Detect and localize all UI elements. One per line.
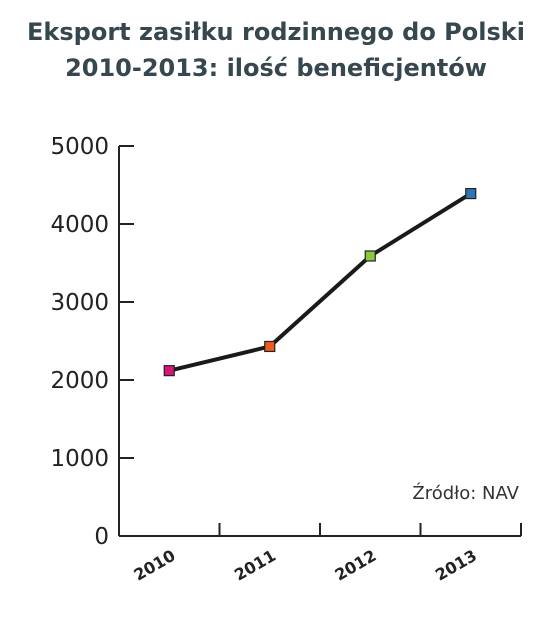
- y-axis-ticks: 0 1000 2000 3000 4000 5000: [50, 134, 134, 550]
- y-tick-label: 4000: [50, 212, 109, 238]
- chart-title-line-1: Eksport zasiłku rodzinnego do Polski: [27, 18, 525, 46]
- chart-title-line-2: 2010-2013: ilość beneficjentów: [65, 54, 487, 82]
- x-tick-label: 2010: [130, 546, 178, 585]
- y-tick-label: 5000: [50, 134, 109, 160]
- data-point-marker: [163, 365, 175, 377]
- x-tick-label: 2011: [231, 546, 279, 585]
- y-tick-label: 1000: [50, 446, 109, 472]
- y-tick-label: 3000: [50, 290, 109, 316]
- chart-title: Eksport zasiłku rodzinnego do Polski 201…: [0, 14, 552, 86]
- x-tick-label: 2012: [331, 546, 379, 585]
- x-tick-label: 2013: [432, 546, 480, 585]
- y-tick-label: 0: [94, 524, 109, 550]
- y-tick-label: 2000: [50, 368, 109, 394]
- axes: [118, 146, 521, 537]
- source-note: Źródło: NAV: [412, 482, 519, 504]
- data-point-marker: [264, 340, 276, 353]
- data-point-marker: [364, 250, 376, 262]
- series: [163, 187, 477, 377]
- data-point-marker: [465, 187, 477, 200]
- x-axis-ticks: 2010 2011 2012 2013: [130, 523, 522, 585]
- series-line: [168, 191, 472, 373]
